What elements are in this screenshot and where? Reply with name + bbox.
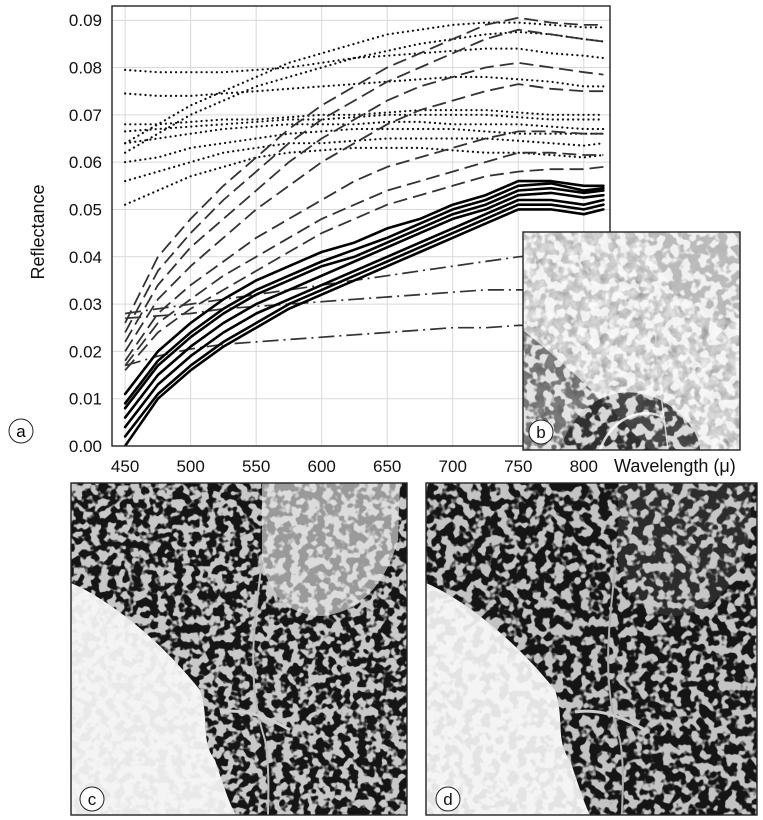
x-tick-label: 800: [570, 457, 598, 476]
series-line-dashed: [124, 16, 604, 324]
y-tick-label: 0.00: [69, 437, 102, 456]
series-line-dashed: [124, 130, 604, 362]
panel-d-label: d: [435, 786, 461, 812]
y-tick-label: 0.01: [69, 390, 102, 409]
series-line-dotted: [124, 47, 605, 74]
x-tick-label: 450: [111, 457, 139, 476]
series-line-dashed: [124, 61, 604, 343]
x-axis-title: Wavelength (μ): [614, 456, 736, 476]
series-line-solid: [123, 179, 605, 396]
panel-a-label: a: [8, 418, 34, 444]
panel-d: d: [425, 482, 758, 816]
series-line-dash-dot: [124, 324, 604, 367]
series-line-dotted: [124, 113, 605, 133]
series-line-solid: [123, 208, 605, 446]
x-tick-label: 550: [242, 457, 270, 476]
series-line-dotted: [124, 30, 605, 154]
y-tick-label: 0.06: [69, 153, 102, 172]
x-tick-label: 750: [504, 457, 532, 476]
series-line-dotted: [124, 127, 605, 164]
series-line-dotted: [124, 137, 605, 183]
y-tick-label: 0.04: [69, 248, 102, 267]
series-line-solid: [123, 203, 605, 438]
classified-map-c: [71, 483, 407, 815]
x-tick-label: 600: [307, 457, 335, 476]
y-axis-title: Reflectance: [28, 184, 48, 279]
plot-frame: [111, 5, 611, 447]
panel-c: c: [70, 482, 408, 816]
y-tick-label: 0.02: [69, 342, 102, 361]
y-tick-label: 0.07: [69, 106, 102, 125]
classified-map-d: [426, 483, 757, 815]
series-line-dotted: [124, 146, 605, 206]
series-line-solid: [123, 198, 605, 429]
x-tick-labels: 450 500 550 600 650 700 750 800: [111, 457, 598, 476]
y-tick-label: 0.05: [69, 200, 102, 219]
y-tick-label: 0.09: [69, 11, 102, 30]
panel-b: b: [522, 231, 741, 451]
series-line-dotted: [124, 109, 605, 126]
series-line-dashed: [124, 83, 604, 352]
series-line-dashed: [124, 151, 604, 367]
series-line-solid: [123, 182, 605, 405]
series-line-solid: [123, 186, 605, 410]
y-tick-labels: 0.00 0.01 0.02 0.03 0.04 0.05 0.06 0.07 0.08 0.09: [69, 11, 102, 456]
series-line-dotted: [124, 120, 605, 145]
panel-a: 0.00 0.01 0.02 0.03 0.04 0.05 0.06 0.07 0.08 0.09…: [8, 5, 736, 476]
panel-d-letter: d: [443, 790, 452, 809]
y-tick-label: 0.08: [69, 59, 102, 78]
y-tick-label: 0.03: [69, 295, 102, 314]
panel-b-label: b: [528, 419, 554, 445]
series-line-dash-dot: [125, 286, 604, 320]
series-line-dashed: [124, 166, 604, 371]
panel-b-letter: b: [536, 423, 545, 442]
series-line-dotted: [124, 21, 605, 145]
x-tick-label: 700: [439, 457, 467, 476]
satellite-image: [523, 232, 740, 450]
panel-a-letter: a: [16, 422, 26, 441]
series-line-dotted: [124, 75, 605, 97]
x-tick-label: 650: [373, 457, 401, 476]
panel-c-label: c: [79, 786, 105, 812]
series-line-dashed: [124, 28, 604, 333]
series-line-solid: [123, 191, 605, 419]
x-tick-label: 500: [176, 457, 204, 476]
panel-c-letter: c: [88, 790, 97, 809]
